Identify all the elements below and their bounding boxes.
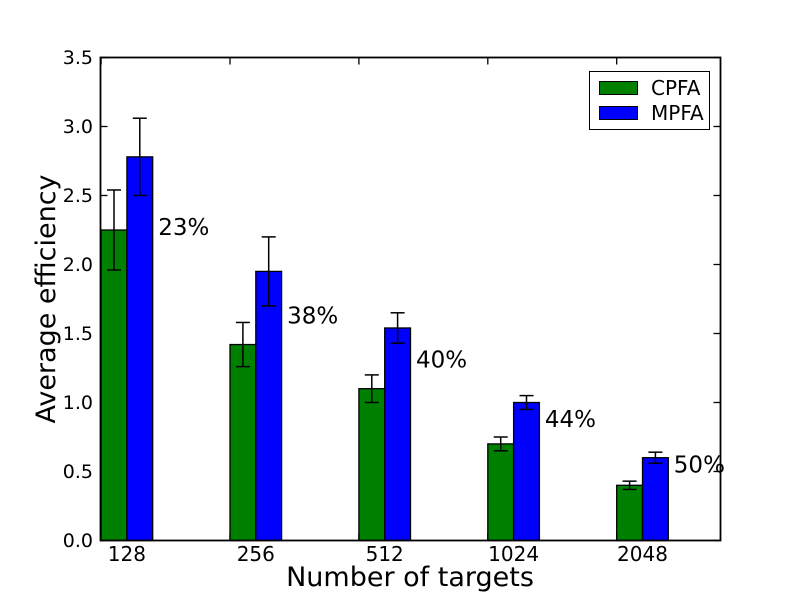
legend-entry-cpfa: CPFA	[590, 78, 709, 98]
legend-label-cpfa: CPFA	[651, 75, 701, 100]
bar-mpfa-256	[255, 270, 283, 542]
legend-entry-mpfa: MPFA	[590, 103, 709, 123]
bar-mpfa-512	[384, 327, 412, 542]
cpfa-swatch-icon	[599, 80, 638, 95]
mpfa-swatch-icon	[599, 106, 638, 121]
annotation-percent: 23%	[158, 215, 209, 241]
x-tick-label: 512	[366, 542, 404, 566]
y-tick-label: 0.5	[63, 461, 93, 483]
bar-cpfa-256	[229, 343, 257, 542]
y-tick-label: 1.0	[63, 392, 93, 414]
x-axis-title: Number of targets	[286, 562, 534, 593]
x-tick-label: 1024	[488, 542, 539, 566]
legend: CPFA MPFA	[589, 71, 710, 130]
y-axis-title: Average efficiency	[31, 174, 62, 424]
y-tick-label: 2.0	[63, 254, 93, 276]
bar-cpfa-128	[100, 229, 128, 542]
bar-mpfa-1024	[512, 401, 541, 542]
bar-mpfa-2048	[641, 457, 669, 542]
bar-mpfa-128	[126, 156, 154, 542]
x-tick-label: 256	[237, 542, 275, 566]
y-tick-label: 1.5	[63, 323, 93, 345]
axes-spines	[99, 56, 722, 542]
y-tick-label: 2.5	[63, 185, 93, 207]
bar-cpfa-512	[358, 388, 386, 542]
bar-cpfa-2048	[616, 484, 644, 542]
annotation-percent: 38%	[287, 304, 338, 330]
annotation-percent: 44%	[545, 407, 596, 433]
annotation-percent: 50%	[674, 453, 725, 479]
bar-cpfa-1024	[487, 443, 515, 542]
y-tick-label: 0.0	[63, 530, 93, 552]
x-tick-label: 2048	[617, 542, 668, 566]
y-tick-label: 3.0	[63, 116, 93, 138]
x-tick-label: 128	[108, 542, 146, 566]
annotation-percent: 40%	[416, 348, 467, 374]
legend-label-mpfa: MPFA	[651, 101, 704, 126]
y-tick-label: 3.5	[63, 47, 93, 69]
